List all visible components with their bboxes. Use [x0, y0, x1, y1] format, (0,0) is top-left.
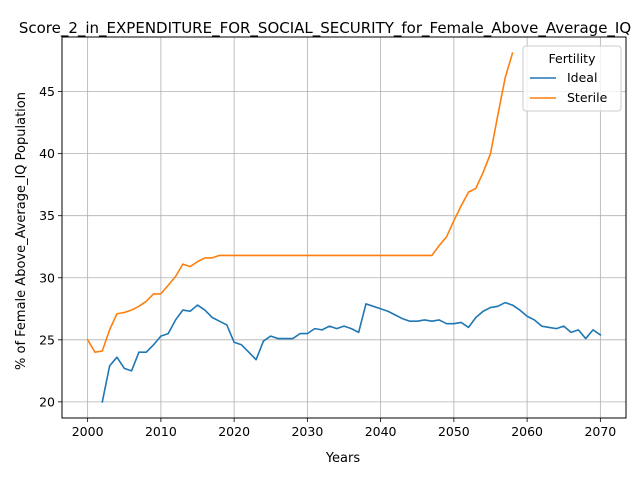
x-tick-label: 2020	[218, 424, 250, 439]
x-axis-label: Years	[325, 451, 361, 466]
series-layer	[86, 52, 602, 403]
chart-title: Score_2_in_EXPENDITURE_FOR_SOCIAL_SECURI…	[19, 19, 631, 38]
y-tick-label: 20	[39, 394, 55, 409]
y-tick-label: 35	[39, 208, 55, 223]
x-tick-label: 2050	[438, 424, 470, 439]
series-line-sterile	[86, 52, 514, 354]
x-tick-label: 2040	[365, 424, 397, 439]
legend-label-sterile: Sterile	[567, 90, 608, 105]
x-tick-label: 2030	[291, 424, 323, 439]
series-line-ideal	[101, 301, 602, 403]
y-axis: 20 25 30 35 40 45	[39, 84, 62, 409]
x-tick-label: 2010	[145, 424, 177, 439]
y-axis-label: % of Female Above_Average_IQ Population	[14, 92, 29, 370]
y-tick-label: 30	[39, 270, 55, 285]
y-tick-label: 40	[39, 146, 55, 161]
x-tick-label: 2070	[584, 424, 616, 439]
legend: Fertility Ideal Sterile	[522, 45, 622, 112]
y-tick-label: 45	[39, 84, 55, 99]
y-tick-label: 25	[39, 332, 55, 347]
x-tick-label: 2060	[511, 424, 543, 439]
legend-box	[522, 45, 622, 112]
plot-frame	[61, 36, 627, 419]
x-axis: 2000 2010 2020 2030 2040 2050 2060 2070	[72, 418, 616, 439]
legend-title: Fertility	[549, 51, 597, 66]
legend-label-ideal: Ideal	[567, 70, 597, 85]
x-tick-label: 2000	[72, 424, 104, 439]
